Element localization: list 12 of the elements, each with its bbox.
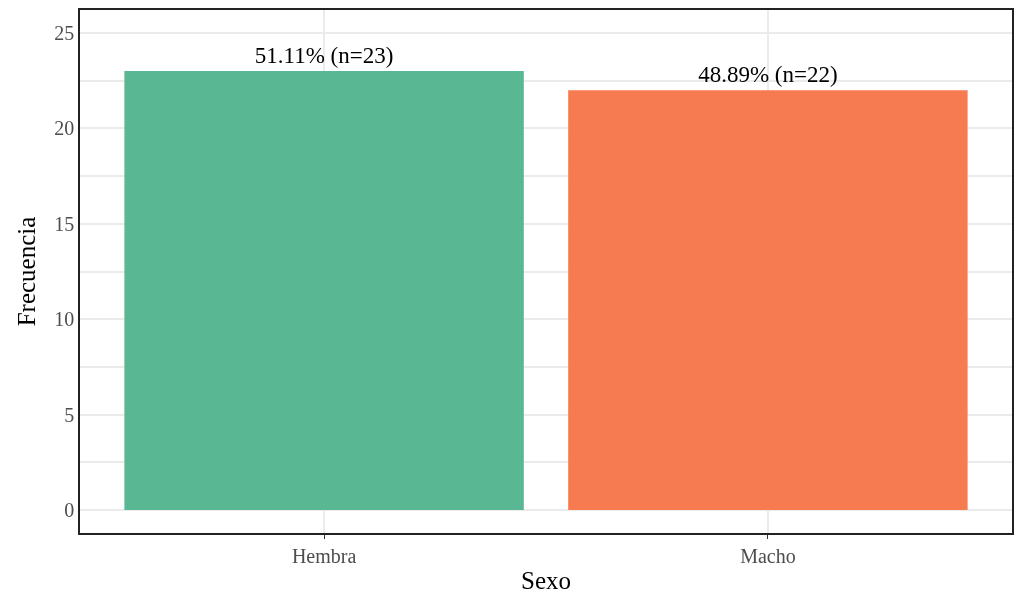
y-tick-label: 25	[54, 21, 75, 44]
y-tick-label: 10	[54, 308, 75, 331]
x-axis-title: Sexo	[521, 567, 571, 594]
y-tick-label: 5	[64, 403, 75, 426]
y-tick-label: 15	[54, 212, 75, 235]
data-label: 48.89% (n=22)	[698, 62, 838, 88]
x-tick-label: Hembra	[291, 544, 357, 567]
data-label: 51.11% (n=23)	[254, 43, 394, 69]
y-tick-label: 20	[54, 117, 75, 140]
x-tick-label: Macho	[740, 544, 796, 567]
y-axis-title: Frecuencia	[12, 216, 40, 327]
y-tick-label: 0	[64, 499, 75, 522]
